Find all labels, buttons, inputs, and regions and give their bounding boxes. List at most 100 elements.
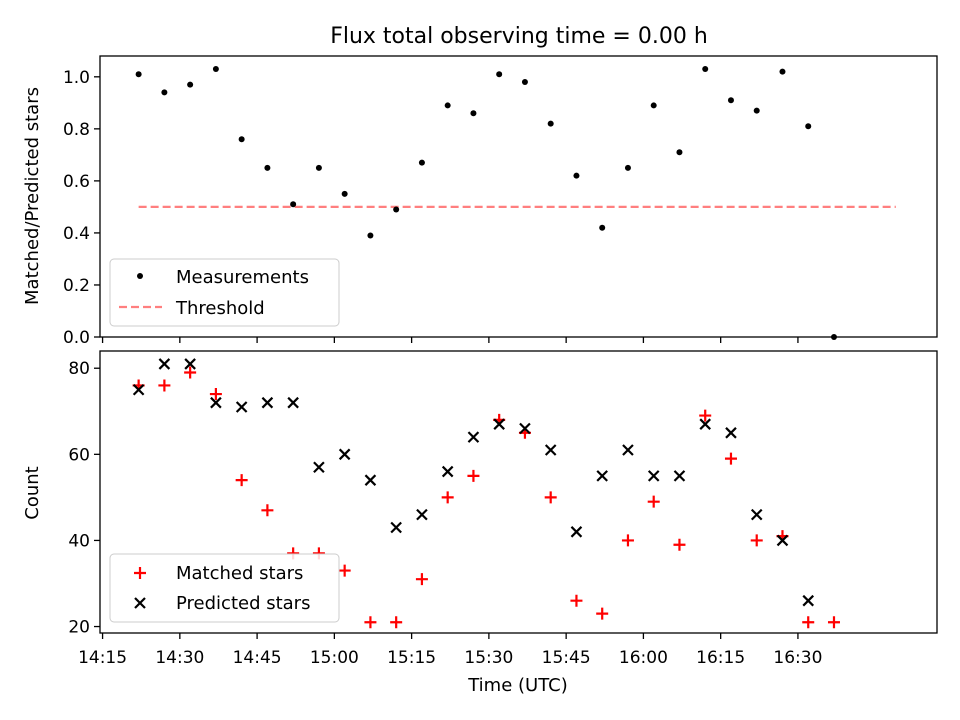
- bottom-y-axis: 20 40 60 80: [68, 359, 100, 638]
- measurement-point: [393, 206, 400, 213]
- matched-star-point: [338, 564, 351, 577]
- bottom-x-tick-label: 14:30: [155, 648, 204, 668]
- predicted-star-point: [210, 396, 222, 409]
- predicted-star-point: [802, 594, 815, 607]
- predicted-star-point: [596, 470, 608, 482]
- predicted-star-point: [441, 465, 454, 478]
- measurement-point: [624, 164, 631, 171]
- bottom-y-tick-label: 80: [68, 359, 90, 379]
- matched-star-point: [415, 573, 428, 586]
- predicted-star-point: [132, 383, 145, 396]
- legend-threshold-label: Threshold: [175, 298, 265, 319]
- bottom-y-tick-label: 20: [68, 618, 90, 638]
- top-y-tick-label: 0.4: [63, 224, 90, 244]
- measurement-point: [650, 102, 657, 109]
- predicted-star-point: [699, 418, 711, 430]
- legend-predicted-marker: [134, 597, 146, 609]
- top-y-tick-label: 0.6: [63, 172, 90, 192]
- measurement-point: [187, 81, 194, 88]
- matched-star-point: [158, 379, 171, 392]
- measurement-point: [805, 123, 812, 130]
- predicted-star-point: [235, 401, 248, 413]
- matched-star-point: [184, 366, 197, 379]
- measurement-point: [444, 102, 451, 109]
- top-panel: 0.0 0.2 0.4 0.6 0.8 1.0 Matched/Predicted sta…: [22, 55, 938, 348]
- measurement-point: [212, 66, 219, 73]
- top-legend: Measurements Threshold: [109, 258, 340, 327]
- bottom-axes-frame: [99, 350, 938, 634]
- bottom-y-tick-label: 40: [68, 531, 90, 551]
- predicted-star-point: [390, 521, 402, 534]
- measurement-point: [676, 149, 683, 156]
- predicted-star-point: [184, 358, 196, 370]
- predicted-star-point: [776, 534, 789, 547]
- measurement-point: [290, 201, 297, 208]
- bottom-x-tick-label: 15:30: [464, 648, 513, 668]
- bottom-x-tick-label: 16:30: [773, 648, 822, 668]
- predicted-star-point: [750, 508, 763, 521]
- top-y-tick-label: 0.2: [63, 276, 90, 296]
- top-y-tick-label: 0.0: [63, 328, 90, 348]
- matched-star-point: [750, 534, 763, 547]
- matched-star-point: [673, 538, 686, 551]
- predicted-star-point: [647, 470, 660, 482]
- measurement-point: [496, 71, 503, 78]
- bottom-y-axis-label: Count: [22, 466, 43, 519]
- bottom-x-tick-label: 14:45: [233, 648, 282, 668]
- matched-star-point: [802, 616, 815, 629]
- measurement-point: [418, 159, 425, 166]
- bottom-x-tick-label: 16:00: [619, 648, 668, 668]
- measurement-point: [727, 97, 734, 104]
- predicted-star-point: [673, 470, 686, 482]
- matched-star-point: [596, 607, 609, 620]
- bottom-x-tick-label: 16:15: [696, 648, 745, 668]
- matched-star-point: [209, 388, 222, 401]
- predicted-star-point: [467, 431, 480, 443]
- matched-star-point: [441, 491, 454, 504]
- measurement-point: [753, 107, 760, 114]
- predicted-star-point: [364, 474, 377, 486]
- matched-star-point: [261, 504, 274, 517]
- measurement-point: [264, 164, 271, 171]
- top-y-axis: 0.0 0.2 0.4 0.6 0.8 1.0: [63, 68, 100, 348]
- measurement-point: [573, 172, 580, 179]
- predicted-star-point: [725, 427, 737, 439]
- chart-title: Flux total observing time = 0.00 h: [330, 24, 708, 49]
- measurement-point: [521, 79, 528, 86]
- predicted-star-point: [544, 444, 557, 456]
- bottom-x-axis: 14:15 14:30 14:45 15:00 15:15 15:30 15:45 16:00…: [78, 633, 822, 668]
- matched-star-point: [467, 469, 480, 482]
- bottom-legend-box: [109, 553, 340, 623]
- measurement-point: [367, 232, 374, 239]
- matched-star-point: [364, 616, 377, 629]
- predicted-star-point: [313, 461, 325, 474]
- top-legend-box: [109, 258, 340, 327]
- matched-star-point: [235, 474, 248, 487]
- bottom-x-tick-label: 15:00: [310, 648, 359, 668]
- predicted-star-point: [261, 396, 274, 409]
- measurement-point: [161, 89, 168, 96]
- bottom-x-tick-label: 15:15: [387, 648, 436, 668]
- matched-star-point: [827, 616, 840, 629]
- bottom-x-tick-label: 15:45: [542, 648, 591, 668]
- predicted-star-point: [416, 508, 428, 521]
- predicted-star-point: [622, 444, 634, 456]
- predicted-star-point: [158, 358, 171, 370]
- bottom-y-tick-label: 60: [68, 445, 90, 465]
- x-axis-label: Time (UTC): [467, 675, 568, 696]
- measurement-point: [547, 120, 554, 127]
- predicted-star-point: [570, 526, 583, 538]
- matched-star-point: [724, 452, 737, 465]
- bottom-plot-area: [132, 358, 840, 629]
- legend-measurements-label: Measurements: [176, 267, 309, 288]
- measurement-point: [779, 68, 786, 75]
- legend-matched-label: Matched stars: [176, 563, 303, 584]
- top-plot-area: [135, 66, 896, 340]
- matched-star-point: [544, 491, 557, 504]
- matched-star-point: [570, 594, 583, 607]
- measurement-point: [315, 164, 322, 171]
- measurement-point: [599, 224, 606, 231]
- measurement-point: [702, 66, 709, 73]
